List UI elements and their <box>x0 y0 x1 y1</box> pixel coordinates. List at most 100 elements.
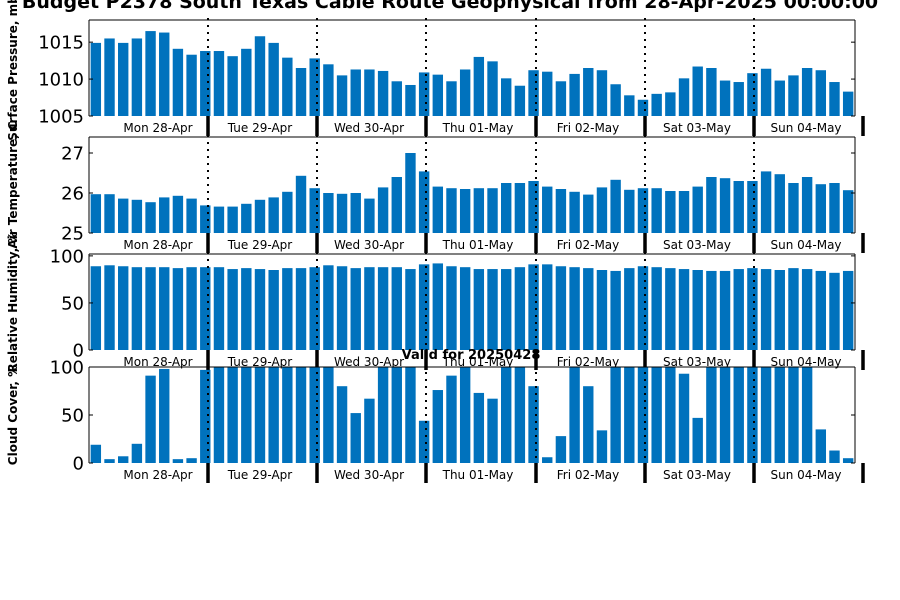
bar <box>241 203 252 233</box>
bar <box>391 367 402 463</box>
bar <box>569 191 580 233</box>
x-day-label: Sun 04-May <box>770 355 841 369</box>
bar <box>542 457 553 463</box>
bar <box>350 268 361 350</box>
bar <box>788 183 799 233</box>
bar <box>90 194 102 233</box>
bar <box>90 444 102 463</box>
bar <box>418 171 430 233</box>
bar <box>186 198 197 233</box>
bar <box>501 367 512 463</box>
bar <box>665 367 676 463</box>
bar <box>692 66 703 116</box>
bar <box>323 64 334 116</box>
bar <box>282 191 293 233</box>
bar <box>405 367 416 463</box>
bar <box>651 188 662 233</box>
bar <box>624 189 635 233</box>
bar <box>200 267 211 350</box>
bar <box>842 270 854 350</box>
bar <box>774 80 785 116</box>
bar <box>624 367 635 463</box>
bar <box>829 450 840 463</box>
bar <box>377 367 389 463</box>
y-tick-label: 1010 <box>38 70 84 91</box>
bar <box>309 58 320 116</box>
chart-title: Budget P2378 South Texas Cable Route Geo… <box>22 0 878 13</box>
bar <box>473 56 485 116</box>
bar <box>104 194 115 233</box>
bar <box>473 269 485 350</box>
bar <box>733 269 744 350</box>
bar <box>268 42 279 116</box>
bar <box>282 367 293 463</box>
bar <box>446 188 457 233</box>
bar <box>227 367 238 463</box>
bar <box>200 51 211 116</box>
bar <box>459 367 471 463</box>
bar <box>760 269 772 350</box>
bar <box>295 367 307 463</box>
bar <box>487 269 498 350</box>
bar <box>637 266 649 350</box>
bar <box>459 189 471 233</box>
bar <box>665 191 676 233</box>
bar <box>637 367 649 463</box>
x-day-label: Fri 02-May <box>557 121 620 135</box>
bar <box>774 174 785 233</box>
bar <box>473 188 485 233</box>
y-tick-label: 100 <box>50 246 84 267</box>
bar <box>200 369 211 463</box>
bar <box>747 181 758 233</box>
bar <box>774 270 785 350</box>
bar <box>514 367 526 463</box>
bar <box>145 267 156 350</box>
bar <box>295 268 307 350</box>
bar <box>268 367 279 463</box>
bar <box>104 459 115 463</box>
bar <box>801 68 813 116</box>
x-day-label: Mon 28-Apr <box>123 238 192 252</box>
bar <box>719 270 731 350</box>
bar <box>118 456 129 463</box>
bar <box>514 267 526 350</box>
bar <box>596 187 608 233</box>
x-day-label: Mon 28-Apr <box>123 468 192 482</box>
bar <box>678 373 690 463</box>
bar <box>145 202 156 233</box>
bar <box>747 268 758 350</box>
x-day-label: Sun 04-May <box>770 238 841 252</box>
x-day-label: Sat 03-May <box>663 468 731 482</box>
bar <box>336 75 348 116</box>
bar <box>637 188 649 233</box>
bar <box>131 443 143 463</box>
bar <box>90 42 102 116</box>
bar <box>118 266 129 350</box>
bar <box>241 48 252 116</box>
bar <box>446 266 457 350</box>
bar <box>774 367 785 463</box>
bar <box>583 194 594 233</box>
bar <box>842 91 854 116</box>
y-axis-label: Relative Humidity, % <box>6 232 20 373</box>
bar <box>583 386 594 463</box>
bar <box>446 375 457 463</box>
bar <box>186 458 197 463</box>
bar <box>159 32 170 116</box>
bar <box>528 264 539 350</box>
x-day-label: Thu 01-May <box>442 238 514 252</box>
bar <box>487 61 498 116</box>
y-tick-label: 27 <box>61 144 84 165</box>
bar <box>227 269 238 350</box>
bar <box>254 269 266 350</box>
y-tick-label: 0 <box>73 454 84 475</box>
bar <box>405 153 416 233</box>
bar <box>760 367 772 463</box>
bar <box>637 99 649 116</box>
bar <box>651 93 662 116</box>
bar <box>842 190 854 233</box>
bar <box>719 178 731 233</box>
bar <box>459 267 471 350</box>
bar <box>227 206 238 233</box>
bar <box>364 267 375 350</box>
